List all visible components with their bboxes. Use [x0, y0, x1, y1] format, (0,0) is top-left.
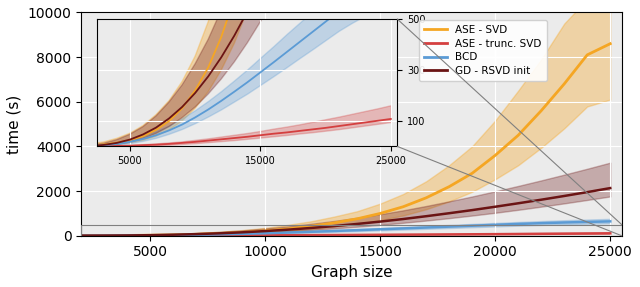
Legend: ASE - SVD, ASE - trunc. SVD, BCD, GD - RSVD init: ASE - SVD, ASE - trunc. SVD, BCD, GD - R…: [419, 20, 547, 81]
X-axis label: Graph size: Graph size: [310, 265, 392, 280]
Y-axis label: time (s): time (s): [7, 94, 22, 154]
Bar: [81, 225, 621, 236]
